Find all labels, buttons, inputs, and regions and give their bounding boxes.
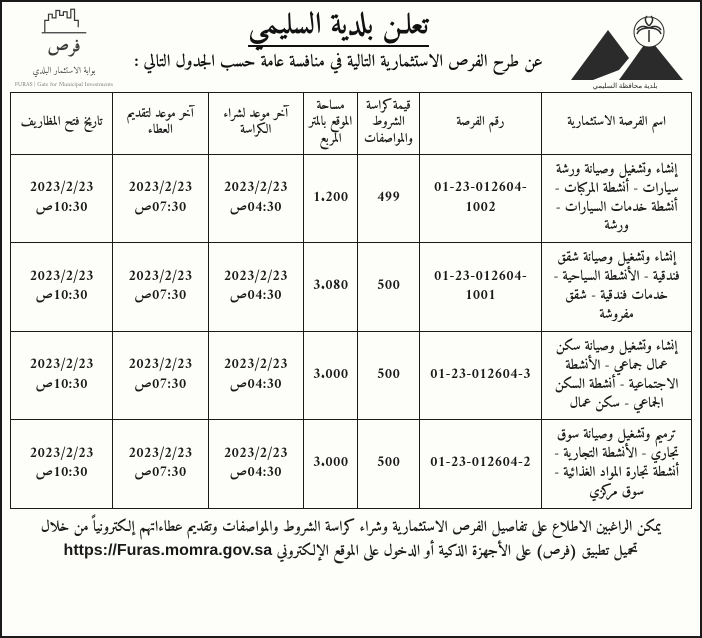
cell-buy: 2023/2/2304:30ص: [208, 243, 303, 332]
cell-number: 01-23-012604-3: [419, 331, 542, 420]
cell-open: 2023/2/2310:30ص: [11, 154, 113, 243]
table-row: إنشاء وتشغيل وصيانة سكن عمال جماعي - الأ…: [11, 331, 692, 420]
th-open: تاريخ فتح المظاريف: [11, 93, 113, 155]
th-price: قيمة كراسة الشروط والمواصفات: [358, 93, 419, 155]
cell-submit: 2023/2/2307:30ص: [113, 331, 208, 420]
cell-price: 500: [358, 420, 419, 509]
table-body: إنشاء وتشغيل وصيانة ورشة سيارات - أنشطة …: [11, 154, 692, 508]
cell-name: إنشاء وتشغيل وصيانة شقق فندقية - الأنشطة…: [542, 243, 692, 332]
th-name: اسم الفرصة الاستثمارية: [542, 93, 692, 155]
cell-number: 01-23-012604-1002: [419, 154, 542, 243]
cell-submit: 2023/2/2307:30ص: [113, 243, 208, 332]
cell-buy: 2023/2/2304:30ص: [208, 420, 303, 509]
cell-open: 2023/2/2310:30ص: [11, 420, 113, 509]
header: بلدية محافظة السليمي تعلـن بلدية السليمي…: [2, 2, 700, 92]
furas-word: فرص: [47, 32, 80, 63]
announcement-page: بلدية محافظة السليمي تعلـن بلدية السليمي…: [0, 0, 702, 638]
table-row: إنشاء وتشغيل وصيانة ورشة سيارات - أنشطة …: [11, 154, 692, 243]
cell-price: 499: [358, 154, 419, 243]
cell-area: 3.000: [303, 331, 357, 420]
municipality-logo: بلدية محافظة السليمي: [563, 8, 688, 90]
th-area: مساحة الموقع بالمتر المربع: [303, 93, 357, 155]
mountain-palm-icon: بلدية محافظة السليمي: [563, 8, 688, 90]
cell-name: إنشاء وتشغيل وصيانة ورشة سيارات - أنشطة …: [542, 154, 692, 243]
footer: يمكن الراغبين الاطلاع على تفاصيل الفرص ا…: [2, 513, 700, 569]
cell-open: 2023/2/2310:30ص: [11, 331, 113, 420]
cell-submit: 2023/2/2307:30ص: [113, 154, 208, 243]
cell-area: 1.200: [303, 154, 357, 243]
table-wrap: اسم الفرصة الاستثمارية رقم الفرصة قيمة ك…: [2, 92, 700, 509]
furas-sub-en: FURAS | Gate for Municipal Investments: [15, 79, 113, 90]
municipality-caption: بلدية محافظة السليمي: [592, 82, 657, 90]
th-number: رقم الفرصة: [419, 93, 542, 155]
cell-name: إنشاء وتشغيل وصيانة سكن عمال جماعي - الأ…: [542, 331, 692, 420]
page-subtitle: عن طرح الفرص الاستثمارية التالية في مناف…: [124, 51, 553, 75]
cell-number: 01-23-012604-2: [419, 420, 542, 509]
cell-price: 500: [358, 243, 419, 332]
cell-price: 500: [358, 331, 419, 420]
footer-line2-text: تحميل تطبيق (فرص) على الأجهزة الذكية أو …: [272, 538, 638, 565]
page-title: تعلـن بلدية السليمي: [248, 10, 429, 47]
furas-sub-ar: بوابة الاستثمار البلدي: [33, 63, 96, 79]
furas-logo: فرص بوابة الاستثمار البلدي FURAS | Gate …: [14, 8, 114, 90]
footer-line2: تحميل تطبيق (فرص) على الأجهزة الذكية أو …: [12, 539, 690, 563]
cell-area: 3.080: [303, 243, 357, 332]
table-header-row: اسم الفرصة الاستثمارية رقم الفرصة قيمة ك…: [11, 93, 692, 155]
footer-line1: يمكن الراغبين الاطلاع على تفاصيل الفرص ا…: [12, 517, 690, 539]
city-skyline-icon: [29, 8, 99, 34]
header-center: تعلـن بلدية السليمي عن طرح الفرص الاستثم…: [124, 8, 553, 75]
cell-name: ترميم وتشغيل وصيانة سوق تجاري - الأنشطة …: [542, 420, 692, 509]
cell-area: 3.000: [303, 420, 357, 509]
table-row: ترميم وتشغيل وصيانة سوق تجاري - الأنشطة …: [11, 420, 692, 509]
table-row: إنشاء وتشغيل وصيانة شقق فندقية - الأنشطة…: [11, 243, 692, 332]
cell-buy: 2023/2/2304:30ص: [208, 154, 303, 243]
cell-submit: 2023/2/2307:30ص: [113, 420, 208, 509]
opportunities-table: اسم الفرصة الاستثمارية رقم الفرصة قيمة ك…: [10, 92, 692, 509]
cell-buy: 2023/2/2304:30ص: [208, 331, 303, 420]
cell-open: 2023/2/2310:30ص: [11, 243, 113, 332]
cell-number: 01-23-012604-1001: [419, 243, 542, 332]
footer-url: https://Furas.momra.gov.sa: [64, 542, 273, 559]
th-buy: آخر موعد لشراء الكراسة: [208, 93, 303, 155]
th-submit: آخر موعد لتقديم العطاء: [113, 93, 208, 155]
